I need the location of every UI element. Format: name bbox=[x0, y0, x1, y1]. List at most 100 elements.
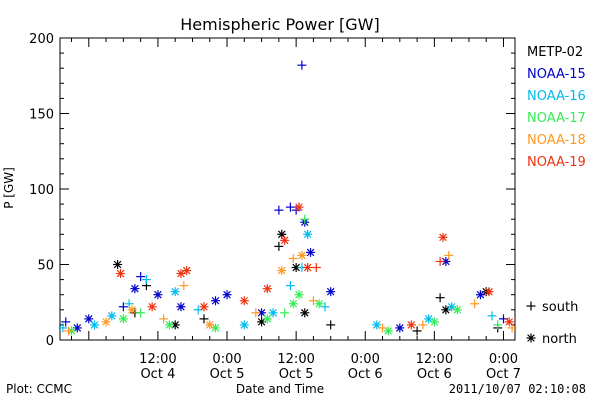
data-point-north bbox=[262, 314, 272, 324]
data-point-north bbox=[406, 320, 416, 330]
data-point-north bbox=[101, 317, 111, 327]
x-axis-label: Date and Time bbox=[236, 382, 324, 396]
data-point-north bbox=[72, 323, 82, 333]
data-point-south bbox=[297, 60, 307, 70]
data-point-south bbox=[435, 256, 445, 266]
data-point-south bbox=[118, 302, 128, 312]
data-point-north bbox=[222, 290, 232, 300]
data-point-south bbox=[493, 320, 503, 330]
data-point-north bbox=[372, 320, 382, 330]
data-point-south bbox=[526, 301, 536, 311]
data-point-north bbox=[107, 311, 117, 321]
y-axis: 0 50 100 150 200 bbox=[29, 32, 515, 349]
data-point-north bbox=[170, 320, 180, 330]
data-point-south bbox=[141, 275, 151, 285]
data-point-south bbox=[64, 326, 74, 336]
data-point-north bbox=[84, 314, 94, 324]
data-point-south bbox=[435, 293, 445, 303]
data-point-north bbox=[395, 323, 405, 333]
x-tick-date-label: Oct 7 bbox=[486, 367, 521, 382]
data-point-north bbox=[113, 260, 123, 269]
data-point-south bbox=[412, 326, 422, 336]
marker-legend: south north bbox=[526, 300, 578, 347]
data-point-north bbox=[239, 320, 249, 330]
x-tick-time-label: 0:00 bbox=[351, 352, 380, 367]
data-point-north bbox=[205, 320, 215, 330]
data-point-south bbox=[378, 323, 388, 333]
data-point-south bbox=[311, 263, 321, 273]
data-point-north bbox=[484, 287, 494, 297]
data-point-north bbox=[452, 305, 462, 315]
data-point-north bbox=[303, 229, 313, 239]
data-point-north bbox=[164, 320, 174, 330]
data-point-north bbox=[170, 287, 180, 297]
data-point-south bbox=[285, 202, 295, 212]
plot-credit: Plot: CCMC bbox=[6, 382, 72, 396]
data-point-south bbox=[326, 320, 336, 330]
x-tick-time-label: 12:00 bbox=[277, 352, 314, 367]
data-point-north bbox=[153, 290, 163, 300]
data-point-north bbox=[277, 229, 287, 239]
marker-legend-label: south bbox=[542, 300, 578, 315]
data-point-north bbox=[268, 308, 278, 318]
data-point-south bbox=[280, 308, 290, 318]
data-point-south bbox=[274, 241, 284, 251]
legend-entry: NOAA-18 bbox=[527, 133, 586, 148]
data-point-south bbox=[285, 281, 295, 291]
data-point-south bbox=[136, 272, 146, 282]
data-point-south bbox=[300, 214, 310, 224]
data-point-south bbox=[487, 311, 497, 321]
data-point-south bbox=[136, 308, 146, 318]
data-point-south bbox=[288, 253, 298, 263]
data-point-south bbox=[274, 205, 284, 215]
data-point-north bbox=[257, 317, 267, 327]
data-point-south bbox=[308, 296, 318, 306]
data-point-north bbox=[288, 299, 298, 309]
legend-entry: NOAA-17 bbox=[527, 111, 586, 126]
x-tick-date-label: Oct 6 bbox=[348, 367, 383, 382]
data-point-north bbox=[306, 247, 316, 257]
data-point-north bbox=[526, 333, 536, 343]
data-point-north bbox=[303, 263, 313, 273]
data-point-south bbox=[159, 314, 169, 324]
x-tick-date-label: Oct 5 bbox=[279, 367, 314, 382]
timestamp: 2011/10/07 02:10:08 bbox=[449, 382, 586, 396]
data-point-north bbox=[257, 308, 267, 318]
chart-title: Hemispheric Power [GW] bbox=[180, 15, 379, 34]
data-point-north bbox=[438, 232, 448, 242]
x-tick-date-label: Oct 5 bbox=[210, 367, 245, 382]
data-point-north bbox=[291, 263, 301, 273]
data-point-south bbox=[418, 320, 428, 330]
legend-entry: NOAA-15 bbox=[527, 67, 586, 82]
y-tick-label: 50 bbox=[37, 259, 54, 274]
data-point-north bbox=[294, 202, 304, 212]
x-tick-time-label: 0:00 bbox=[212, 352, 241, 367]
data-point-south bbox=[444, 250, 454, 260]
data-points bbox=[58, 60, 517, 336]
data-point-north bbox=[147, 302, 157, 312]
data-point-north bbox=[297, 250, 307, 260]
data-point-north bbox=[326, 287, 336, 297]
data-point-north bbox=[429, 317, 439, 327]
data-point-north bbox=[211, 323, 221, 333]
data-point-north bbox=[300, 308, 310, 318]
legend-entry: NOAA-16 bbox=[527, 89, 586, 104]
legend-entry: METP-02 bbox=[527, 45, 583, 60]
data-point-south bbox=[251, 308, 261, 318]
x-tick-time-label: 12:00 bbox=[416, 352, 453, 367]
data-point-north bbox=[130, 284, 140, 294]
data-point-south bbox=[58, 323, 68, 333]
data-point-north bbox=[199, 302, 209, 312]
data-point-north bbox=[239, 296, 249, 306]
y-tick-label: 0 bbox=[46, 334, 54, 349]
data-point-north bbox=[211, 296, 221, 306]
plot-area bbox=[59, 37, 516, 341]
y-axis-label: P [GW] bbox=[2, 167, 16, 209]
data-point-north bbox=[262, 284, 272, 294]
data-point-south bbox=[179, 281, 189, 291]
data-point-north bbox=[475, 290, 485, 300]
data-point-north bbox=[294, 290, 304, 300]
marker-legend-label: north bbox=[542, 332, 577, 347]
data-point-north bbox=[314, 299, 324, 309]
